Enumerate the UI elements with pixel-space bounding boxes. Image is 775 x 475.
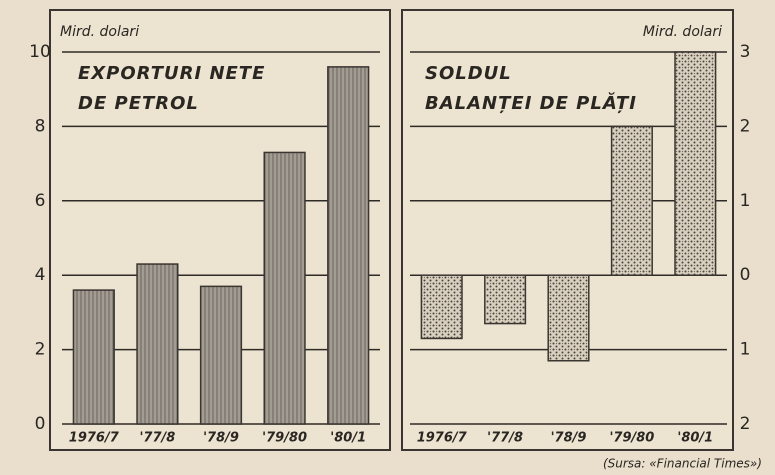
y-tick-label: 0: [35, 414, 46, 434]
x-tick-label: '77/8: [139, 431, 175, 446]
chart-title: SOLDUL: [425, 63, 512, 84]
chart-title: BALANȚEI DE PLĂȚI: [425, 92, 637, 114]
bar: [327, 66, 370, 425]
chart-title: DE PETROL: [78, 93, 199, 114]
x-tick-label: '77/8: [487, 431, 523, 446]
y-tick-label: 0: [740, 265, 751, 285]
bar: [484, 274, 527, 325]
bar: [136, 263, 179, 425]
bar: [72, 289, 115, 425]
y-tick-label: 2: [740, 414, 751, 434]
x-tick-label: '80/1: [677, 431, 713, 446]
x-tick-label: '80/1: [330, 431, 366, 446]
y-tick-label: 4: [35, 265, 46, 285]
bar: [263, 151, 306, 425]
y-tick-label: 1: [740, 340, 751, 360]
bar: [547, 274, 590, 362]
bar: [674, 51, 717, 276]
bar: [199, 285, 243, 425]
y-tick-label: 8: [35, 116, 46, 136]
y-tick-label: 1: [740, 191, 751, 211]
y-tick-label: 10: [29, 42, 51, 62]
y-tick-label: 2: [740, 116, 751, 136]
bar: [610, 125, 653, 276]
y-tick-label: 6: [35, 191, 46, 211]
x-tick-label: 1976/7: [417, 431, 468, 446]
y-tick-label: 2: [35, 340, 46, 360]
chart-title: EXPORTURI NETE: [78, 63, 265, 84]
x-tick-label: '79/80: [262, 431, 307, 446]
x-tick-label: 1976/7: [69, 431, 120, 446]
bar: [420, 274, 463, 340]
x-tick-label: '79/80: [609, 431, 654, 446]
x-tick-label: '78/9: [203, 431, 239, 446]
y-tick-label: 3: [740, 42, 751, 62]
y-axis-label: Mird. dolari: [643, 24, 722, 40]
x-tick-label: '78/9: [551, 431, 587, 446]
y-axis-label: Mird. dolari: [60, 24, 139, 40]
source-note: (Sursa: «Financial Times»): [603, 457, 762, 471]
